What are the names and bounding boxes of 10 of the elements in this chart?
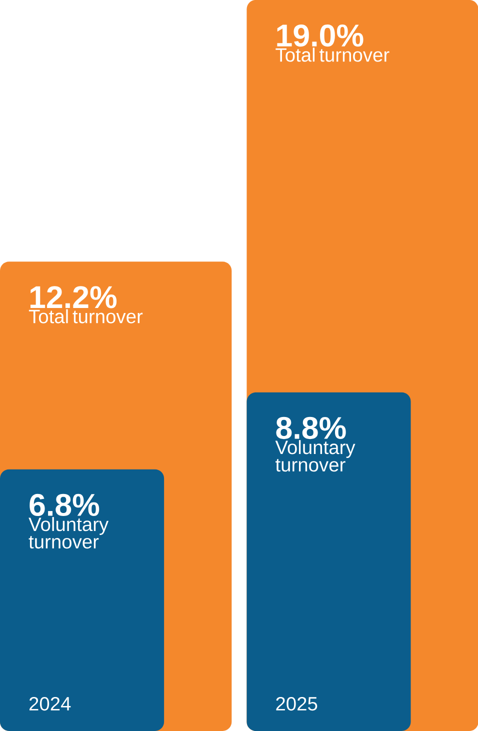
data-label: 8.8% [276, 416, 346, 440]
series-label: Total turnover [28, 309, 142, 324]
data-label: 6.8% [29, 494, 99, 516]
x-tick-label: 2024 [29, 696, 70, 711]
x-tick-label: 2025 [276, 696, 317, 711]
series-label: Voluntary turnover [28, 517, 108, 549]
text: Voluntary turnover [275, 440, 356, 472]
data-label: 19.0% [277, 24, 364, 47]
data-label: 12.2% [30, 286, 116, 308]
text: Total turnover [275, 48, 390, 62]
